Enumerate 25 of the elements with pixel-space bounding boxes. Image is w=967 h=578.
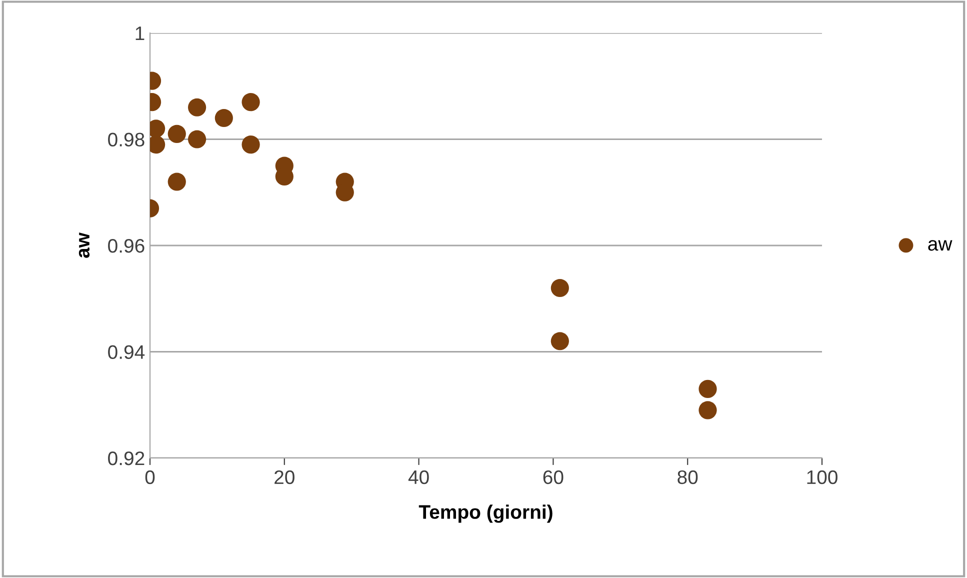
y-tick-label: 1 — [136, 26, 144, 40]
point — [698, 401, 717, 420]
x-tick-label: 20 — [274, 470, 294, 484]
x-axis-title: Tempo (giorni) — [418, 504, 552, 523]
y-tick-label: 0.92 — [108, 451, 144, 466]
point — [214, 108, 233, 128]
point — [242, 136, 260, 154]
point — [188, 98, 206, 116]
y-tick-label: 0.94 — [108, 345, 145, 359]
y-tick-label: 0.96 — [108, 238, 144, 253]
x-tick-label: 80 — [678, 470, 698, 484]
legend-label: aw — [928, 240, 952, 251]
point — [188, 130, 206, 148]
point — [168, 124, 186, 143]
x-tick-label: 100 — [807, 470, 838, 484]
x-tick-label: 40 — [408, 470, 429, 484]
x-tick-label: 0 — [145, 470, 155, 484]
point — [242, 93, 260, 112]
point — [168, 172, 186, 191]
y-tick-label: 0.98 — [108, 132, 144, 146]
y-axis-title: aw — [78, 232, 90, 258]
point — [698, 380, 717, 398]
x-tick-label: 60 — [543, 470, 564, 484]
point — [550, 278, 569, 298]
point — [550, 332, 569, 350]
